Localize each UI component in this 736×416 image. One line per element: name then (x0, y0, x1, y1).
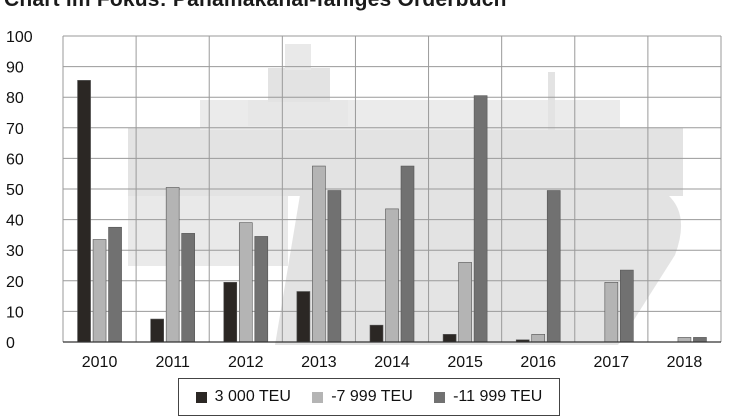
bar-2013-series-3 (327, 190, 342, 343)
y-tick-label: 50 (6, 182, 24, 199)
legend-label: -7 999 TEU (331, 388, 413, 405)
bar-2017-series-2 (604, 282, 619, 343)
bars (77, 80, 707, 343)
bar-2015-series-2 (458, 262, 472, 343)
x-tick-label: 2018 (667, 354, 703, 371)
legend-swatch (434, 391, 446, 403)
bar-2018-series-3 (693, 337, 707, 343)
legend-label: -11 999 TEU (453, 388, 543, 405)
y-tick-label: 0 (6, 335, 15, 352)
x-tick-label: 2015 (447, 354, 483, 371)
legend-item: -7 999 TEU (312, 388, 413, 406)
y-tick-label: 60 (6, 151, 24, 168)
bar-2011-series-1 (150, 318, 164, 343)
container-ship-background (128, 44, 683, 345)
bar-2013-series-1 (296, 291, 311, 343)
bar-2017-series-3 (620, 269, 634, 343)
bar-2016-series-2 (531, 334, 546, 343)
bar-2013-series-2 (312, 165, 326, 343)
bar-2015-series-1 (442, 334, 457, 343)
bar-2010-series-2 (92, 239, 107, 343)
x-tick-label: 2017 (594, 354, 630, 371)
x-tick-label: 2013 (301, 354, 337, 371)
bar-2018-series-2 (677, 337, 692, 343)
y-tick-label: 20 (6, 274, 24, 291)
legend-swatch (312, 391, 324, 403)
legend-item: -11 999 TEU (434, 388, 542, 406)
axes: 0 10 20 30 40 50 60 70 80 90 100 2010 2011 2012 2013 20… (6, 29, 721, 371)
x-tick-label: 2011 (155, 354, 190, 371)
bar-2012-series-3 (254, 236, 269, 343)
x-tick-label: 2010 (82, 354, 118, 371)
bar-2012-series-1 (223, 282, 238, 343)
bar-2010-series-3 (108, 226, 122, 343)
legend: 3 000 TEU -7 999 TEU -11 999 TEU (178, 378, 560, 416)
bar-2011-series-2 (165, 187, 180, 343)
x-tick-label: 2016 (520, 354, 556, 371)
bar-2014-series-3 (400, 165, 415, 343)
bar-2016-series-3 (546, 190, 561, 343)
x-tick-label: 2014 (374, 354, 410, 371)
bar-2014-series-2 (385, 208, 399, 343)
x-tick-label: 2012 (228, 354, 264, 371)
y-tick-label: 80 (6, 90, 24, 107)
chart-title: Chart im Fokus: Panamakanal-fähiges Orde… (4, 0, 507, 12)
legend-label: 3 000 TEU (214, 388, 291, 405)
legend-item: 3 000 TEU (195, 388, 291, 406)
y-tick-label: 30 (6, 243, 24, 260)
y-tick-label: 90 (6, 60, 24, 77)
bar-2014-series-1 (369, 324, 384, 343)
y-tick-label: 10 (6, 304, 24, 321)
y-tick-label: 40 (6, 213, 24, 230)
legend-swatch (195, 391, 207, 403)
bar-2012-series-2 (238, 222, 253, 343)
y-tick-label: 70 (6, 121, 24, 138)
bar-2011-series-3 (181, 233, 195, 343)
bar-2010-series-1 (77, 80, 91, 343)
y-tick-label: 100 (6, 29, 33, 46)
bar-2015-series-3 (473, 95, 488, 343)
